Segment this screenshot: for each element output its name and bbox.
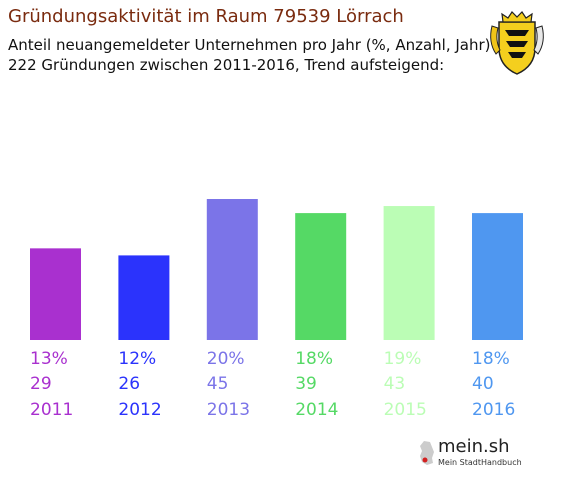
bar-2016 — [472, 213, 523, 340]
chart-summary: 222 Gründungen zwischen 2011-2016, Trend… — [8, 56, 445, 74]
bar-2012 — [118, 255, 170, 340]
percent-label-2016: 18% — [472, 349, 510, 369]
year-label-2013: 2013 — [207, 400, 250, 420]
count-label-2014: 39 — [295, 374, 317, 394]
percent-label-2011: 13% — [30, 349, 68, 369]
bar-2014 — [295, 213, 347, 340]
count-label-2015: 43 — [384, 374, 406, 394]
year-label-2012: 2012 — [118, 400, 161, 420]
percent-label-2012: 12% — [118, 349, 156, 369]
count-label-2011: 29 — [30, 374, 52, 394]
percent-label-2013: 20% — [207, 349, 245, 369]
coat-of-arms-icon — [490, 11, 544, 75]
year-label-2011: 2011 — [30, 400, 73, 420]
chart-title: Gründungsaktivität im Raum 79539 Lörrach — [8, 6, 404, 27]
bar-2015 — [383, 206, 435, 340]
count-label-2016: 40 — [472, 374, 494, 394]
brand-name: mein.sh — [438, 436, 510, 457]
count-label-2012: 26 — [118, 374, 140, 394]
bar-2013 — [206, 199, 258, 340]
percent-label-2015: 19% — [384, 349, 422, 369]
year-label-2014: 2014 — [295, 400, 338, 420]
chart-subtitle: Anteil neuangemeldeter Unternehmen pro J… — [8, 36, 491, 54]
count-label-2013: 45 — [207, 374, 229, 394]
percent-label-2014: 18% — [295, 349, 333, 369]
germany-map-icon — [420, 441, 434, 465]
year-label-2016: 2016 — [472, 400, 515, 420]
year-label-2015: 2015 — [384, 400, 427, 420]
bar-2011 — [30, 248, 81, 340]
brand-tagline: Mein StadtHandbuch — [438, 458, 522, 467]
brand-logo[interactable]: mein.sh Mein StadtHandbuch — [418, 434, 526, 474]
